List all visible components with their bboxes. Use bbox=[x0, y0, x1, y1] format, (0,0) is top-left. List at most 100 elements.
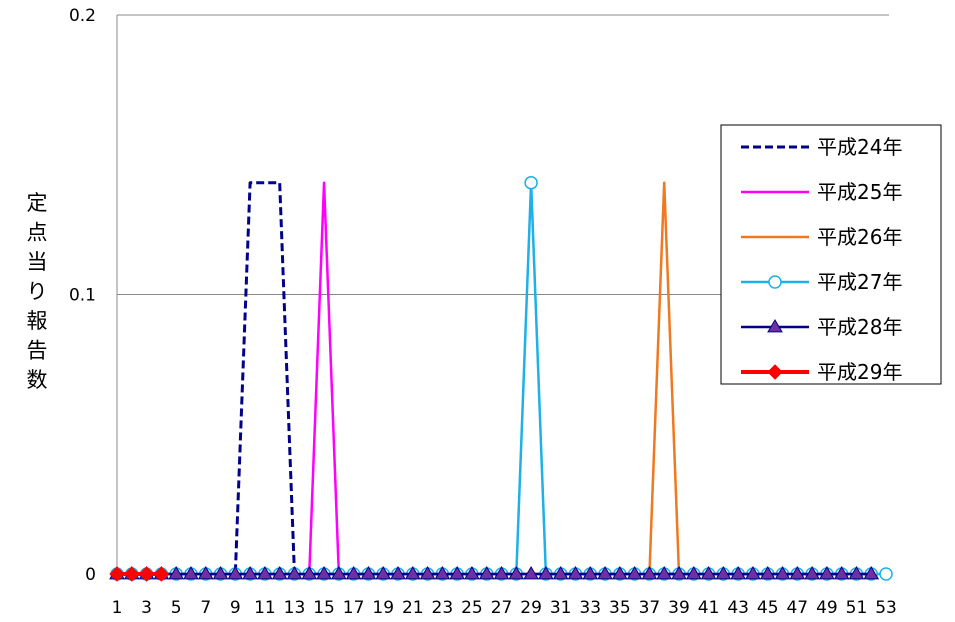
data-point bbox=[375, 566, 392, 580]
data-point bbox=[138, 566, 155, 582]
data-point bbox=[212, 566, 229, 580]
y-tick-label: 0.2 bbox=[69, 6, 96, 26]
data-point bbox=[449, 566, 466, 580]
data-point bbox=[257, 566, 273, 580]
data-point bbox=[345, 566, 362, 580]
y-axis-label: 定点当り報告数 bbox=[27, 191, 48, 392]
x-tick-label: 11 bbox=[254, 598, 276, 618]
data-point bbox=[767, 364, 783, 380]
data-point bbox=[360, 566, 377, 580]
x-tick-label: 3 bbox=[141, 598, 152, 618]
data-point bbox=[419, 566, 436, 580]
x-tick-label: 13 bbox=[284, 598, 306, 618]
data-point bbox=[168, 566, 185, 580]
data-point bbox=[242, 566, 258, 580]
x-tick-label: 15 bbox=[313, 598, 335, 618]
data-point bbox=[390, 566, 406, 580]
data-point bbox=[330, 566, 347, 580]
data-point bbox=[804, 566, 820, 580]
series-6 bbox=[109, 566, 170, 582]
series-layer bbox=[109, 175, 893, 582]
data-point bbox=[464, 566, 480, 580]
data-point bbox=[567, 566, 584, 580]
data-point bbox=[656, 566, 673, 580]
data-point bbox=[478, 566, 495, 580]
y-tick-label: 0 bbox=[85, 565, 96, 585]
x-axis-ticks: 1 3 5 7 9 11 13 15 17 19 21 23 25 27 29 31 33 35 37 39 41 43 4… bbox=[112, 598, 897, 618]
data-point bbox=[767, 319, 783, 333]
x-tick-label: 21 bbox=[402, 598, 424, 618]
data-point bbox=[524, 175, 538, 190]
data-point bbox=[848, 566, 865, 580]
data-point bbox=[597, 566, 613, 580]
x-tick-label: 1 bbox=[112, 598, 123, 618]
data-point bbox=[582, 566, 599, 580]
x-tick-label: 43 bbox=[727, 598, 749, 618]
data-point bbox=[833, 566, 850, 580]
x-tick-label: 53 bbox=[875, 598, 897, 618]
series-5 bbox=[109, 566, 880, 580]
x-tick-label: 27 bbox=[491, 598, 513, 618]
data-point bbox=[685, 566, 702, 580]
data-point bbox=[671, 566, 687, 580]
legend-item: 平成25年 bbox=[741, 180, 902, 204]
legend-label: 平成24年 bbox=[817, 135, 902, 159]
legend-label: 平成26年 bbox=[817, 225, 902, 249]
x-tick-label: 25 bbox=[461, 598, 483, 618]
data-point bbox=[715, 566, 732, 580]
data-point bbox=[552, 566, 569, 580]
x-tick-label: 31 bbox=[550, 598, 572, 618]
data-point bbox=[124, 566, 140, 582]
data-point bbox=[863, 566, 880, 580]
data-point bbox=[434, 566, 451, 580]
x-tick-label: 37 bbox=[639, 598, 661, 618]
data-point bbox=[774, 566, 791, 580]
legend-item: 平成26年 bbox=[741, 225, 902, 249]
data-point bbox=[508, 566, 525, 580]
x-tick-label: 23 bbox=[432, 598, 454, 618]
x-tick-label: 19 bbox=[372, 598, 394, 618]
data-point bbox=[759, 566, 776, 580]
x-tick-label: 35 bbox=[609, 598, 631, 618]
x-tick-label: 7 bbox=[200, 598, 211, 618]
x-tick-label: 33 bbox=[579, 598, 601, 618]
data-point bbox=[404, 566, 421, 580]
data-point bbox=[768, 275, 782, 289]
data-point bbox=[153, 566, 170, 582]
data-point bbox=[700, 566, 717, 580]
data-point bbox=[538, 566, 554, 580]
x-tick-label: 41 bbox=[698, 598, 720, 618]
data-point bbox=[789, 566, 806, 580]
legend-item: 平成29年 bbox=[741, 360, 902, 384]
x-tick-label: 5 bbox=[171, 598, 182, 618]
legend-item: 平成24年 bbox=[741, 135, 902, 159]
y-axis-ticks: 0 0.1 0.2 bbox=[69, 6, 96, 585]
data-point bbox=[626, 566, 643, 580]
data-point bbox=[109, 566, 125, 582]
y-tick-label: 0.1 bbox=[69, 286, 96, 306]
data-point bbox=[745, 566, 761, 580]
legend-label: 平成29年 bbox=[817, 360, 902, 384]
x-tick-label: 51 bbox=[846, 598, 868, 618]
legend-label: 平成25年 bbox=[817, 180, 902, 204]
data-point bbox=[316, 566, 332, 580]
legend-item: 平成27年 bbox=[741, 270, 902, 294]
data-point bbox=[183, 566, 199, 580]
x-tick-label: 17 bbox=[343, 598, 365, 618]
data-point bbox=[523, 566, 539, 580]
legend-label: 平成28年 bbox=[817, 315, 902, 339]
x-tick-label: 39 bbox=[668, 598, 690, 618]
x-tick-label: 9 bbox=[230, 598, 241, 618]
data-point bbox=[641, 566, 658, 580]
data-point bbox=[286, 566, 303, 580]
data-point bbox=[227, 566, 244, 580]
x-tick-label: 45 bbox=[757, 598, 779, 618]
data-point bbox=[819, 566, 835, 580]
x-tick-label: 29 bbox=[520, 598, 542, 618]
legend-box bbox=[720, 124, 942, 385]
data-point bbox=[493, 566, 510, 580]
data-point bbox=[730, 566, 747, 580]
legend-label: 平成27年 bbox=[817, 270, 902, 294]
